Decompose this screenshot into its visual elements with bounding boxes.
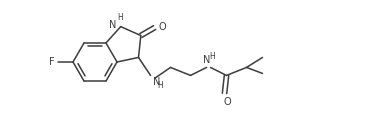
- Text: N: N: [203, 55, 210, 65]
- Text: H: H: [117, 13, 123, 22]
- Text: O: O: [224, 97, 231, 107]
- Text: N: N: [109, 20, 117, 30]
- Text: H: H: [210, 52, 215, 61]
- Text: H: H: [157, 81, 163, 90]
- Text: N: N: [152, 77, 160, 87]
- Text: F: F: [49, 57, 55, 67]
- Text: O: O: [158, 22, 166, 32]
